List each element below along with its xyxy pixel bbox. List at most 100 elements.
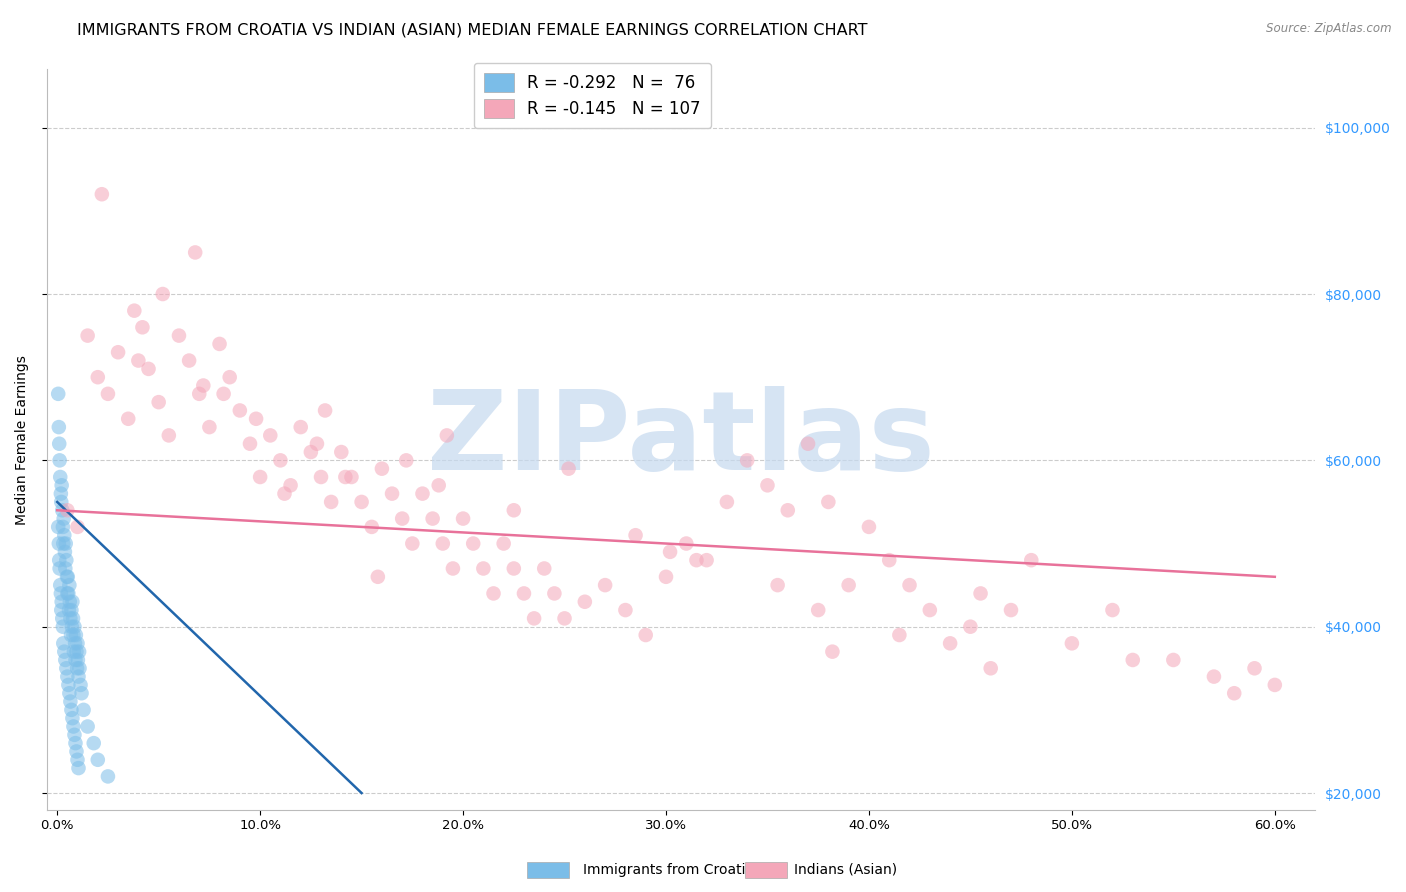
Point [554,611,576,625]
Point [391,511,413,525]
Point [58,586,80,600]
Point [807,603,830,617]
Point [52,511,75,525]
Point [574,595,596,609]
Point [212,387,235,401]
Point [756,478,779,492]
Point [62,611,84,625]
Point [69,661,91,675]
Point [411,486,433,500]
Point [48,561,70,575]
Point [65,744,87,758]
Point [62,628,84,642]
Point [188,387,211,401]
Point [309,470,332,484]
Point [269,453,291,467]
Point [51,603,73,617]
Point [59,595,82,609]
Point [179,353,201,368]
Y-axis label: Median Female Earnings: Median Female Earnings [15,355,30,524]
Point [614,603,637,617]
Text: ZIPatlas: ZIPatlas [427,386,935,493]
Point [557,461,579,475]
Point [63,636,86,650]
Point [69,678,91,692]
Point [97,387,120,401]
Point [127,353,149,368]
Point [66,661,89,675]
Point [198,420,221,434]
Point [58,603,80,617]
Point [107,345,129,359]
Point [53,645,76,659]
Point [624,528,647,542]
Point [918,603,941,617]
Point [65,645,87,659]
Point [59,628,82,642]
Point [58,678,80,692]
Point [1202,670,1225,684]
Point [685,553,707,567]
Point [1264,678,1286,692]
Point [675,536,697,550]
Point [53,653,76,667]
Point [245,411,267,425]
Point [59,694,82,708]
Point [360,520,382,534]
Point [56,503,79,517]
Point [124,303,146,318]
Point [148,395,170,409]
Point [66,520,89,534]
Point [55,553,77,567]
Point [280,478,302,492]
Point [659,545,682,559]
Point [335,470,357,484]
Point [51,503,73,517]
Point [58,578,80,592]
Point [193,378,215,392]
Point [229,403,252,417]
Legend: R = -0.292   N =  76, R = -0.145   N = 107: R = -0.292 N = 76, R = -0.145 N = 107 [474,63,711,128]
Point [395,453,418,467]
Point [523,611,546,625]
Point [436,428,458,442]
Point [48,453,70,467]
Point [51,478,73,492]
Point [821,645,844,659]
Point [463,536,485,550]
Point [502,561,524,575]
Point [65,736,87,750]
Point [889,628,911,642]
Point [76,328,98,343]
Point [1060,636,1083,650]
Point [340,470,363,484]
Point [60,703,83,717]
Point [482,586,505,600]
Point [117,411,139,425]
Point [60,603,83,617]
Point [56,570,79,584]
Text: Source: ZipAtlas.com: Source: ZipAtlas.com [1267,22,1392,36]
Point [67,645,90,659]
Point [56,570,79,584]
Point [1223,686,1246,700]
Point [65,628,87,642]
Point [980,661,1002,675]
Text: Indians (Asian): Indians (Asian) [794,863,897,877]
Point [53,528,76,542]
Point [87,370,110,384]
Point [290,420,312,434]
Point [593,578,616,592]
Point [939,636,962,650]
Point [401,536,423,550]
Point [1243,661,1265,675]
Point [53,545,76,559]
Point [184,245,207,260]
Point [735,453,758,467]
Point [898,578,921,592]
Point [63,728,86,742]
Point [58,686,80,700]
Point [1122,653,1144,667]
Point [67,670,90,684]
Point [432,536,454,550]
